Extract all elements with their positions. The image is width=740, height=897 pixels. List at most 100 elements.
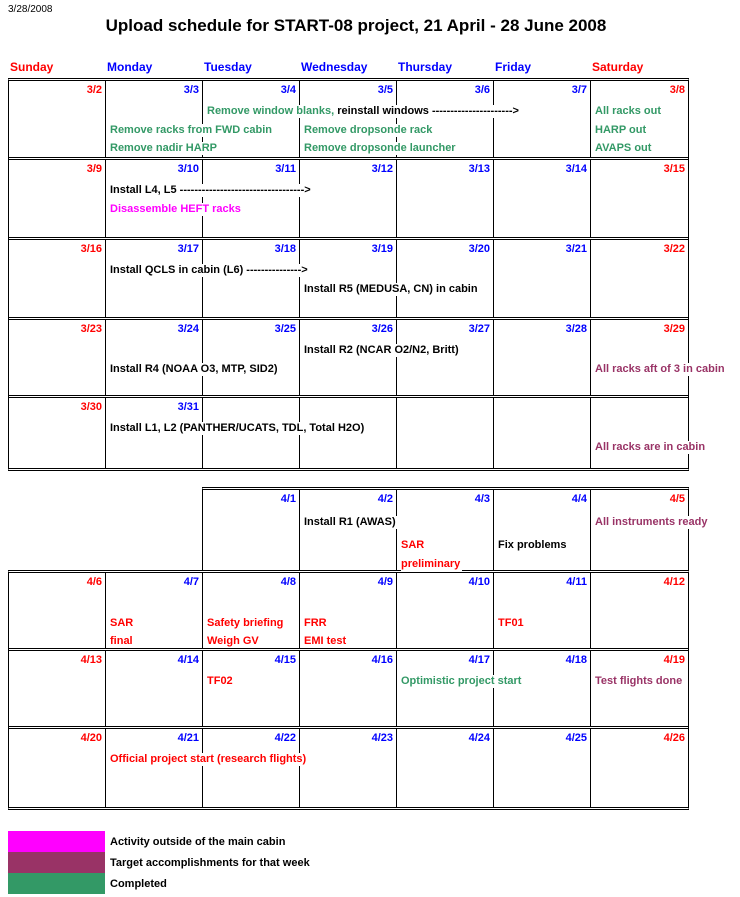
day-cell: 4/26 xyxy=(591,729,688,807)
activity-text: Fix problems xyxy=(498,539,567,551)
day-cell: 3/22 xyxy=(591,240,688,317)
day-cell: 3/30 xyxy=(9,398,106,468)
date-label: 3/12 xyxy=(371,163,393,175)
week-row: 3/9 3/10 3/11 3/12 3/13 3/14 3/15 Install L4, L… xyxy=(9,160,688,240)
activity-text: Remove window blanks, xyxy=(207,105,335,117)
activity-text: TF02 xyxy=(207,675,233,687)
day-cell: 4/22 xyxy=(203,729,300,807)
activity-entry: AVAPS out xyxy=(595,142,654,155)
legend-swatch-plum xyxy=(8,852,105,873)
activity-text: Remove nadir HARP xyxy=(110,142,217,154)
week-row: 4/13 4/14 4/15 4/16 4/17 4/18 4/19 TF02 Optimist… xyxy=(9,651,688,729)
date-label: 4/21 xyxy=(177,732,199,744)
activity-text: SAR xyxy=(110,617,134,629)
date-label: 3/20 xyxy=(468,243,490,255)
activity-text: Remove dropsonde launcher xyxy=(304,142,456,154)
activity-text: Remove dropsonde rack xyxy=(304,124,433,136)
date-label: 3/17 xyxy=(177,243,199,255)
date-label: 3/11 xyxy=(275,163,296,175)
day-cell: 3/25 xyxy=(203,320,300,395)
activity-entry: Remove window blanks, reinstall windows … xyxy=(207,105,521,118)
day-cell: 3/5 xyxy=(300,81,397,157)
week-row: 3/16 3/17 3/18 3/19 3/20 3/21 3/22 Install QCLS… xyxy=(9,240,688,320)
activity-entry: Test flights done xyxy=(595,675,685,688)
date-label: 4/13 xyxy=(80,654,102,666)
day-cell: 4/6 xyxy=(9,573,106,648)
day-cell: 4/18 xyxy=(494,651,591,726)
date-label: 3/27 xyxy=(468,323,490,335)
day-cell: 4/11 xyxy=(494,573,591,648)
day-cell: 4/13 xyxy=(9,651,106,726)
date-label: 4/12 xyxy=(663,576,685,588)
activity-entry: Optimistic project start xyxy=(401,675,524,688)
day-cell: 3/7 xyxy=(494,81,591,157)
date-label: 4/23 xyxy=(371,732,393,744)
date-label: 3/10 xyxy=(177,163,199,175)
week-cells: 3/2 3/3 3/4 3/5 3/6 3/7 3/8 xyxy=(9,81,688,157)
day-cell: 3/16 xyxy=(9,240,106,317)
day-cell: 3/29 xyxy=(591,320,688,395)
date-label: 3/19 xyxy=(371,243,393,255)
day-cell: 3/8 xyxy=(591,81,688,157)
page-title: Upload schedule for START-08 project, 21… xyxy=(105,16,607,35)
activity-entry: SAR xyxy=(110,617,136,630)
activity-text: Remove racks from FWD cabin xyxy=(110,124,272,136)
date-label: 3/25 xyxy=(274,323,296,335)
day-cell: 4/7 xyxy=(106,573,203,648)
day-cell: 4/16 xyxy=(300,651,397,726)
day-cell: 3/20 xyxy=(397,240,494,317)
activity-entry: EMI test xyxy=(304,635,349,648)
day-cell: 3/24 xyxy=(106,320,203,395)
activity-text: Disassemble HEFT racks xyxy=(110,203,241,215)
activity-text: TF01 xyxy=(498,617,524,629)
date-label: 4/1 xyxy=(280,493,296,505)
day-header-saturday: Saturday xyxy=(592,60,644,74)
date-label: 4/14 xyxy=(177,654,199,666)
day-cell: 4/25 xyxy=(494,729,591,807)
day-cell: 3/23 xyxy=(9,320,106,395)
date-label: 3/13 xyxy=(468,163,490,175)
date-label: 3/18 xyxy=(274,243,296,255)
activity-entry: Install R5 (MEDUSA, CN) in cabin xyxy=(304,283,480,296)
activity-text: SAR xyxy=(401,539,425,551)
week-row: 4/20 4/21 4/22 4/23 4/24 4/25 4/26 Official pro… xyxy=(9,729,688,807)
day-cell: 4/23 xyxy=(300,729,397,807)
legend-label: Target accomplishments for that week xyxy=(110,857,310,869)
date-label: 4/10 xyxy=(468,576,490,588)
date-stamp: 3/28/2008 xyxy=(8,4,53,15)
activity-text: Official project start (research flights… xyxy=(110,753,307,765)
day-header-thursday: Thursday xyxy=(398,60,453,74)
date-label: 3/23 xyxy=(80,323,102,335)
week-row: 3/30 3/31 Install L1, L2 (PANTHER/UCATS, T… xyxy=(9,398,708,468)
activity-entry: HARP out xyxy=(595,124,649,137)
day-header-friday: Friday xyxy=(495,60,532,74)
week-cells: 4/1 4/2 4/3 4/4 4/5 xyxy=(203,490,688,570)
day-cell: 4/3 xyxy=(397,490,494,570)
day-header-wednesday: Wednesday xyxy=(301,60,368,74)
activity-entry: SAR xyxy=(401,539,427,552)
activity-text: Test flights done xyxy=(595,675,683,687)
date-label: 3/24 xyxy=(177,323,199,335)
activity-text: Install L4, L5 -------------------------… xyxy=(110,184,311,196)
activity-entry: Install QCLS in cabin (L6) -------------… xyxy=(110,264,310,277)
day-header-sunday: Sunday xyxy=(10,60,54,74)
day-cell xyxy=(300,398,397,468)
activity-entry: preliminary xyxy=(401,558,463,571)
day-cell: 4/8 xyxy=(203,573,300,648)
activity-entry: All racks aft of 3 in cabin xyxy=(595,363,727,376)
activity-text: Install R2 (NCAR O2/N2, Britt) xyxy=(304,344,459,356)
day-cell: 4/2 xyxy=(300,490,397,570)
activity-entry: Install R2 (NCAR O2/N2, Britt) xyxy=(304,344,461,357)
date-label: 4/25 xyxy=(565,732,587,744)
activity-entry: Install L4, L5 -------------------------… xyxy=(110,184,313,197)
day-cell: 4/17 xyxy=(397,651,494,726)
date-label: 3/15 xyxy=(663,163,685,175)
activity-entry: Safety briefing xyxy=(207,617,286,630)
activity-text: Install R4 (NOAA O3, MTP, SID2) xyxy=(110,363,278,375)
day-cell: 3/21 xyxy=(494,240,591,317)
legend-label: Activity outside of the main cabin xyxy=(110,836,286,848)
day-cell: 4/9 xyxy=(300,573,397,648)
activity-text: EMI test xyxy=(304,635,347,647)
activity-text: Safety briefing xyxy=(207,617,284,629)
week-cells: 4/6 4/7 4/8 4/9 4/10 4/11 4/12 xyxy=(9,573,688,648)
